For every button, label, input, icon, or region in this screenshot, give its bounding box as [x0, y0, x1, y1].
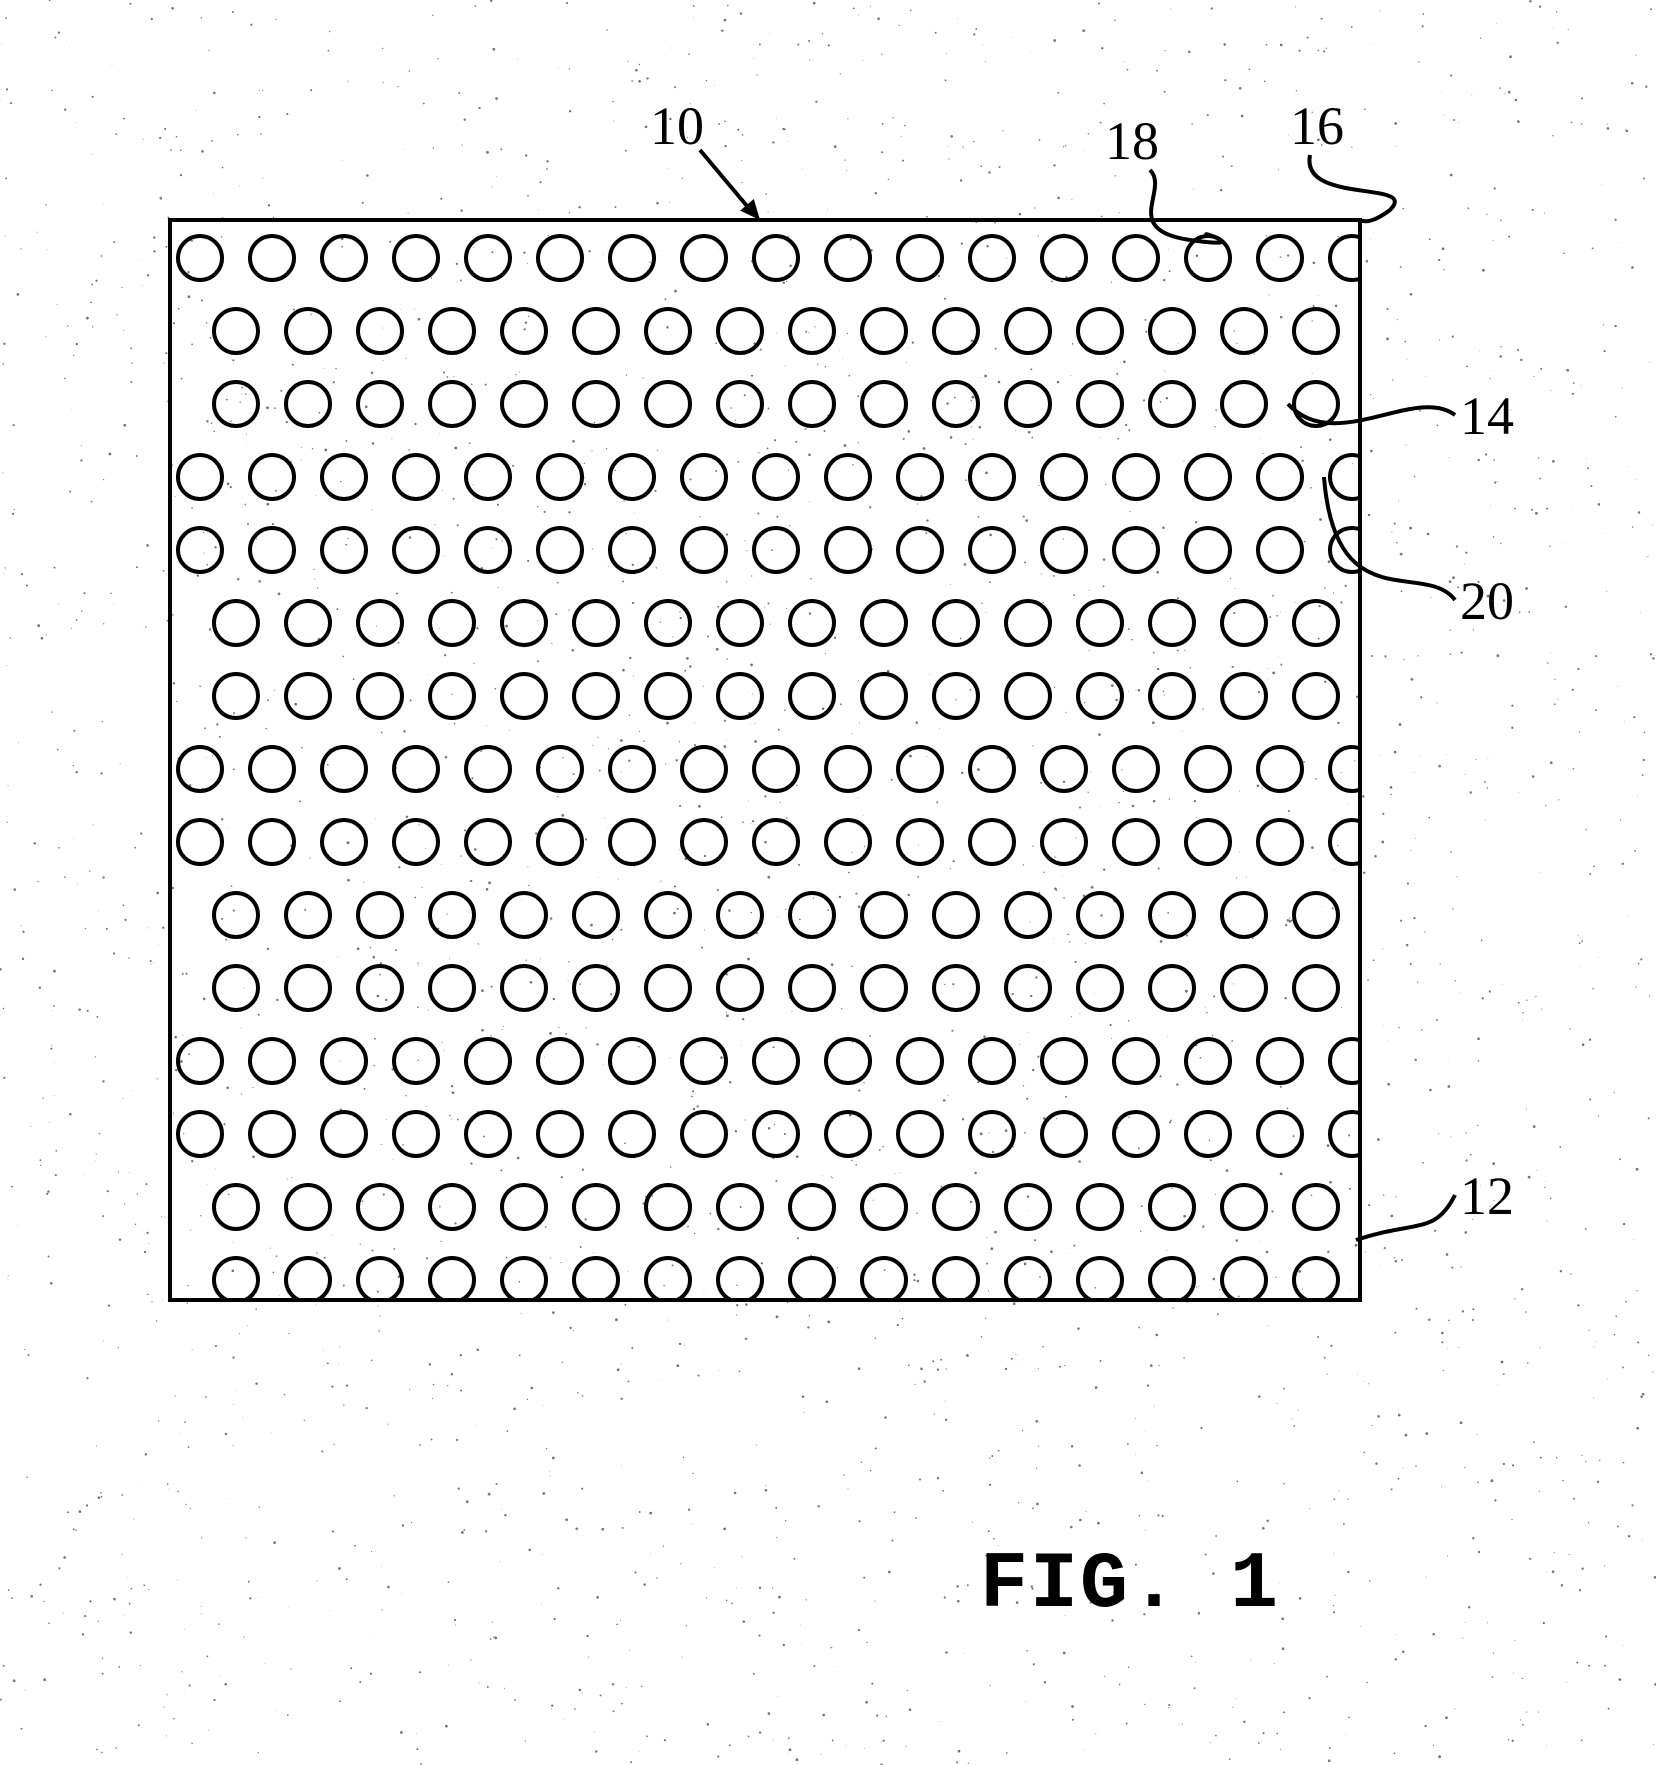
label-20: 20: [1460, 570, 1514, 632]
figure-caption: FIG. 1: [980, 1540, 1280, 1631]
label-16: 16: [1290, 95, 1344, 157]
figure-svg: [0, 0, 1656, 1765]
figure-canvas: 10 16 18 14 20 12 FIG. 1: [0, 0, 1656, 1765]
label-14: 14: [1460, 385, 1514, 447]
label-12: 12: [1460, 1165, 1514, 1227]
feature-array: [178, 236, 1374, 1302]
label-10: 10: [650, 95, 704, 157]
label-18: 18: [1105, 110, 1159, 172]
